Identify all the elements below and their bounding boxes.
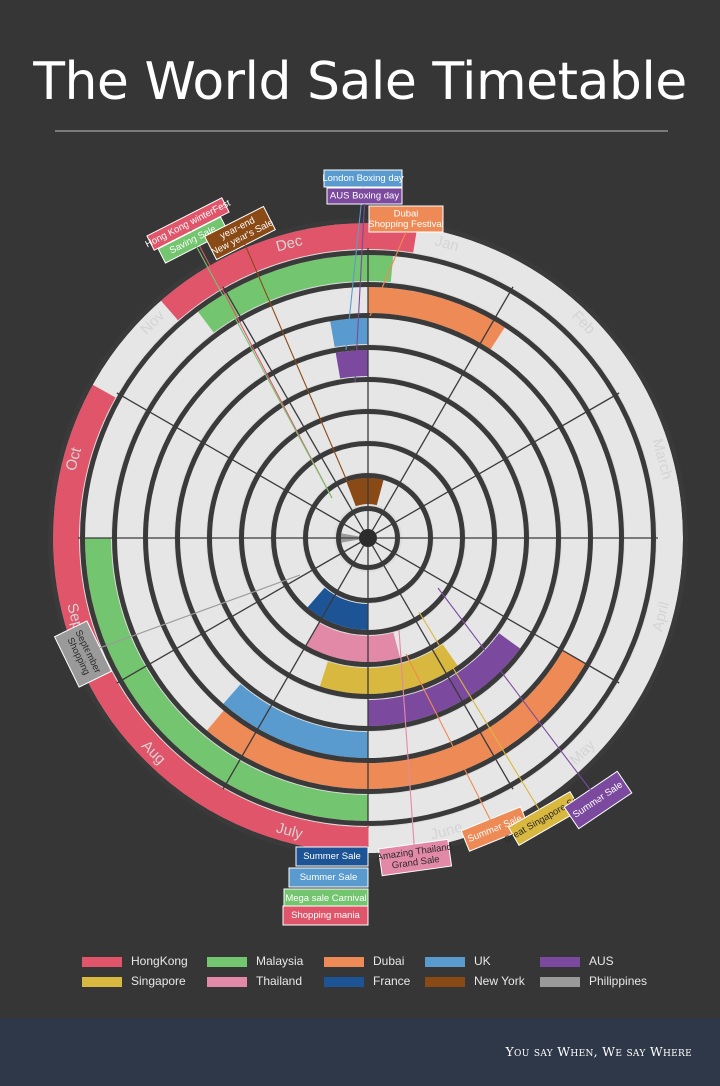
legend-swatch (425, 977, 465, 987)
callout-leader (398, 629, 416, 858)
callout-leader (239, 232, 351, 489)
month-spoke (371, 286, 514, 531)
event-arc (346, 478, 384, 507)
callout-tag: London Boxing day (322, 169, 404, 188)
month-label-dec: Dec (274, 232, 305, 255)
event-arc (206, 650, 586, 790)
event-arc (335, 350, 368, 379)
legend-swatch (425, 957, 465, 967)
month-label-july: July (274, 819, 305, 842)
legend-label: Malaysia (256, 954, 304, 968)
legend-swatch (324, 957, 364, 967)
event-arc (223, 684, 368, 758)
callout-tag: AUS Boxing day (326, 187, 403, 205)
legend-label: Singapore (131, 974, 186, 988)
callout-box (282, 905, 369, 926)
legend: HongKong Malaysia Dubai UK AUS Singapore Thail… (82, 954, 647, 988)
event-arc (53, 384, 369, 853)
legend-label: AUS (589, 954, 614, 968)
event-arcs (53, 223, 586, 853)
legend-swatch (540, 977, 580, 987)
legend-label: Philippines (589, 974, 647, 988)
event-arc (198, 255, 394, 333)
month-spoke (375, 541, 620, 684)
ring-gap (239, 409, 497, 667)
month-spoke (371, 545, 514, 790)
legend-swatch (207, 977, 247, 987)
callout-box (288, 867, 369, 888)
legend-swatch (82, 957, 122, 967)
callout-leader (345, 186, 364, 351)
event-arc (319, 644, 458, 694)
callout-leader (192, 239, 333, 499)
legend-label: New York (474, 974, 526, 988)
callout-text: Shopping Festival (368, 219, 444, 230)
callout-box (295, 846, 369, 867)
callout-leader (82, 574, 301, 655)
callout-leader (354, 203, 366, 383)
callout-text: Summer Sale (303, 851, 361, 862)
ring-gap (271, 441, 465, 635)
month-label-oct: Oct (63, 445, 86, 473)
center-hub (359, 529, 377, 547)
event-arc (368, 633, 521, 726)
legend-label: France (373, 974, 411, 988)
callout-leader (437, 587, 599, 801)
callout-text: Dubai (394, 208, 419, 219)
month-spoke (222, 545, 365, 790)
callout-text: Summer Sale (300, 872, 358, 883)
legend-label: Thailand (256, 974, 302, 988)
legend-label: Dubai (373, 954, 404, 968)
ring-gap (112, 282, 624, 794)
legend-swatch (82, 977, 122, 987)
ring-gap (175, 345, 561, 731)
footer-bar: You say When, We say Where (0, 1018, 720, 1086)
ring-gap (303, 473, 433, 603)
event-arc (307, 587, 368, 630)
event-arc (306, 622, 401, 662)
month-spoke (116, 541, 361, 684)
callout-leader (418, 611, 545, 819)
month-spoke (222, 286, 365, 531)
legend-label: UK (474, 954, 491, 968)
callout-tag: Shopping mania (282, 905, 369, 926)
legend-swatch (540, 957, 580, 967)
callout-text: London Boxing day (322, 173, 404, 184)
callout-text: Mega sale Carnival (285, 893, 366, 904)
month-label-jan: Jan (433, 233, 461, 256)
legend-swatch (324, 977, 364, 987)
page-title: The World Sale Timetable (33, 52, 687, 112)
month-spoke (116, 392, 361, 535)
callout-tag: Summer Sale (295, 846, 369, 867)
event-arc (160, 223, 418, 321)
ring-gap (207, 377, 529, 699)
ring-gap (143, 313, 593, 763)
callout-tag: Mega sale Carnival (283, 888, 369, 909)
month-spoke (375, 392, 620, 535)
month-spokes (78, 248, 658, 828)
ring-gap (80, 250, 656, 826)
callout-text: Shopping mania (291, 910, 360, 921)
tagline: You say When, We say Where (505, 1044, 692, 1059)
callout-text: AUS Boxing day (330, 191, 399, 202)
event-arc (85, 538, 368, 821)
event-arc (368, 287, 505, 350)
legend-swatch (207, 957, 247, 967)
callout-leader (405, 653, 496, 830)
ring-gap (336, 506, 400, 570)
callout-tag: Summer Sale (288, 867, 369, 888)
legend-label: HongKong (131, 954, 188, 968)
title-divider (55, 130, 668, 132)
radial-sale-chart: JanFebMarchAprilMayJuneJulyAugSepOctNovD… (53, 169, 683, 989)
callout-leader (369, 231, 407, 317)
